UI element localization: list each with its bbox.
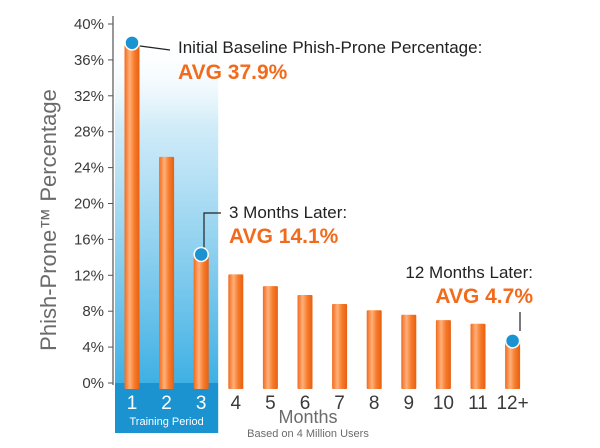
bar (297, 295, 313, 389)
bar (262, 286, 278, 389)
bar (124, 42, 140, 389)
bar (332, 304, 348, 389)
y-tick-label: 12% (74, 267, 104, 284)
annotation-title: Initial Baseline Phish-Prone Percentage: (178, 38, 482, 57)
x-category-label: 10 (433, 393, 454, 414)
training-period-label: Training Period (130, 416, 204, 428)
data-marker (193, 246, 209, 263)
annotation-title: 3 Months Later: (229, 203, 347, 222)
x-category-label: 5 (265, 393, 276, 414)
y-tick-label: 36% (74, 52, 104, 69)
data-marker (124, 35, 140, 51)
annotation-leader-line (139, 45, 171, 51)
y-tick-label: 4% (82, 339, 104, 356)
x-axis-title: Months (278, 407, 337, 427)
y-tick-label: 24% (74, 160, 104, 177)
x-category-label: 12+ (496, 393, 528, 414)
annotation-title: 12 Months Later: (405, 263, 533, 282)
bar (366, 310, 382, 389)
y-tick-label: 28% (74, 124, 104, 141)
bar (228, 274, 244, 389)
x-category-label: 6 (300, 393, 311, 414)
training-period-footer (115, 383, 219, 433)
y-tick-label: 32% (74, 88, 104, 105)
bar (435, 320, 451, 389)
x-category-label: 11 (468, 393, 488, 414)
bar (159, 156, 175, 389)
bar (401, 314, 417, 389)
annotation-leader-line (203, 212, 221, 255)
bar (505, 340, 521, 389)
x-category-label: 3 (196, 393, 207, 414)
x-category-label: 1 (127, 393, 138, 414)
y-tick-label: 40% (74, 16, 104, 33)
annotation-value: AVG 14.1% (229, 225, 339, 248)
y-axis-title: Phish-Prone™ Percentage (36, 89, 61, 351)
y-tick-label: 0% (82, 375, 104, 392)
bar (470, 323, 486, 389)
annotation-value: AVG 37.9% (178, 61, 288, 84)
x-category-label: 4 (231, 393, 242, 414)
annotation-value: AVG 4.7% (435, 285, 533, 308)
x-category-label: 7 (334, 393, 345, 414)
x-axis-subtitle: Based on 4 Million Users (247, 428, 369, 440)
x-category-label: 9 (404, 393, 415, 414)
bar (193, 256, 209, 389)
x-category-label: 8 (369, 393, 380, 414)
y-tick-label: 16% (74, 231, 104, 248)
y-tick-label: 8% (82, 303, 104, 320)
y-tick-label: 20% (74, 196, 104, 213)
x-category-label: 2 (161, 393, 172, 414)
data-marker (504, 333, 521, 349)
